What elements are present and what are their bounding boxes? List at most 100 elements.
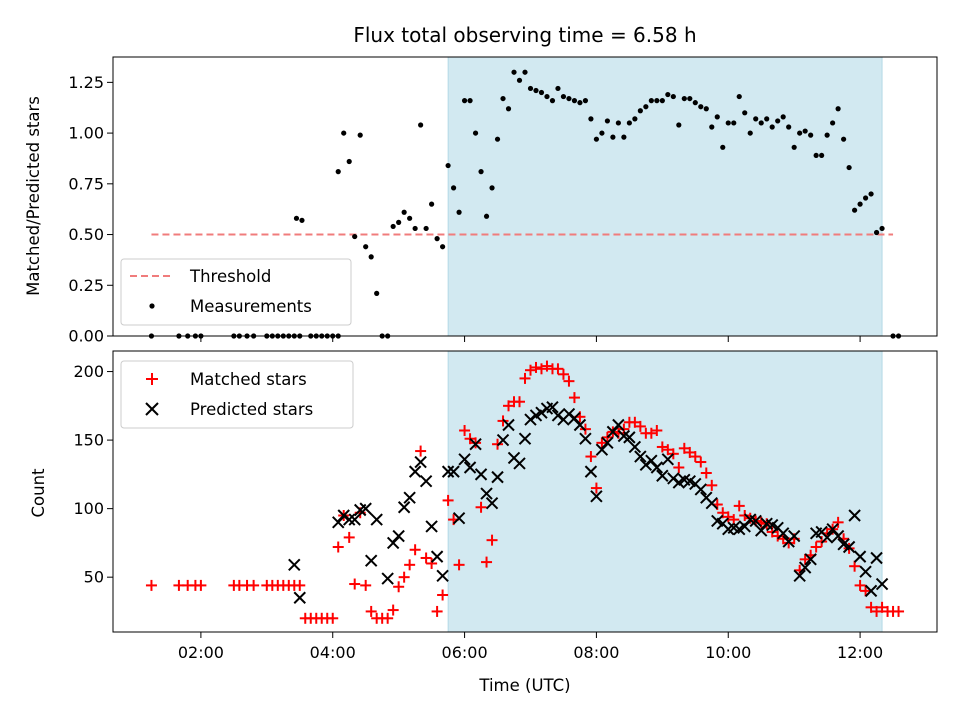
measurement-point xyxy=(368,254,374,260)
predicted-star-point xyxy=(694,483,707,496)
matched-star-point xyxy=(568,392,580,404)
measurement-point xyxy=(401,209,407,215)
matched-star-point xyxy=(475,501,487,513)
predicted-star-point xyxy=(359,502,372,515)
predicted-star-point xyxy=(875,577,889,591)
matched-star-point xyxy=(426,557,438,569)
matched-star-point xyxy=(552,363,564,375)
predicted-star-point xyxy=(804,553,817,566)
measurement-point xyxy=(544,93,550,100)
measurement-point xyxy=(681,95,687,102)
measurement-point xyxy=(643,104,649,110)
measurement-point xyxy=(692,100,698,106)
matched-star-point xyxy=(481,556,493,568)
bottom-y-axis-label: Count xyxy=(29,468,48,518)
measurement-point xyxy=(621,134,627,140)
predicted-star-point xyxy=(474,468,488,481)
matched-star-point xyxy=(486,534,498,546)
predicted-star-point xyxy=(820,531,834,544)
x-tick-label: 08:00 xyxy=(573,643,619,662)
bottom-shaded-region xyxy=(447,350,883,633)
matched-star-point xyxy=(519,372,531,384)
y-tick-label: 0.25 xyxy=(68,276,104,295)
matched-star-point xyxy=(585,451,597,463)
predicted-star-point xyxy=(749,514,762,528)
measurement-point xyxy=(423,225,429,232)
measurement-point xyxy=(450,185,457,191)
matched-star-point xyxy=(453,559,465,571)
matched-star-point xyxy=(860,585,872,597)
measurement-point xyxy=(461,98,468,104)
measurement-point xyxy=(588,116,594,122)
predicted-star-point xyxy=(650,461,664,474)
measurement-point xyxy=(758,120,764,126)
measurement-point xyxy=(615,120,621,126)
measurement-point xyxy=(879,225,885,232)
measurement-point xyxy=(703,106,709,112)
predicted-star-point xyxy=(513,457,526,470)
matched-star-point xyxy=(832,516,844,528)
predicted-star-point xyxy=(381,572,394,585)
predicted-star-point xyxy=(502,418,515,432)
measurement-point xyxy=(440,244,446,250)
y-tick-label: 0.00 xyxy=(68,327,104,346)
matched-star-point xyxy=(343,531,355,543)
matched-star-point xyxy=(382,612,394,624)
measurement-point xyxy=(725,120,731,126)
measurement-point xyxy=(429,201,435,207)
measurement-point xyxy=(775,118,781,124)
chart-title: Flux total observing time = 6.58 h xyxy=(353,23,696,47)
predicted-star-point xyxy=(623,431,636,444)
y-tick-label: 1.00 xyxy=(68,124,104,143)
bottom-x-ticks: 02:00 04:00 06:00 08:00 10:00 12:00 xyxy=(178,632,883,662)
measurement-point xyxy=(857,201,863,207)
matched-star-point xyxy=(327,612,339,624)
measurement-point xyxy=(819,152,825,159)
predicted-star-point xyxy=(864,584,878,598)
x-tick-label: 12:00 xyxy=(837,643,883,662)
measurement-point xyxy=(841,136,847,142)
predicted-star-point xyxy=(414,455,427,469)
measurement-point xyxy=(566,95,572,102)
predicted-star-point xyxy=(584,465,598,478)
measurement-point xyxy=(456,209,462,215)
measurement-point xyxy=(665,91,671,98)
predicted-star-point xyxy=(436,569,449,583)
x-tick-label: 10:00 xyxy=(705,643,751,662)
predicted-star-point xyxy=(870,551,883,565)
predicted-star-point xyxy=(573,418,587,432)
matched-star-point xyxy=(689,451,701,463)
measurement-point xyxy=(505,106,512,112)
predicted-star-point xyxy=(831,529,845,543)
measurement-point xyxy=(753,116,759,122)
measurement-point xyxy=(396,219,402,225)
y-tick-label: 200 xyxy=(73,362,104,381)
measurement-point xyxy=(852,207,858,213)
predicted-star-point xyxy=(496,433,510,447)
predicted-star-point xyxy=(408,465,422,478)
predicted-star-point xyxy=(612,418,625,432)
measurement-point xyxy=(670,93,676,100)
matched-star-point xyxy=(530,361,542,373)
top-y-ticks: 0.00 0.25 0.50 0.75 1.00 1.25 xyxy=(68,73,113,346)
predicted-star-point xyxy=(447,465,460,478)
measurement-point xyxy=(489,185,495,191)
top-shaded-region xyxy=(447,56,883,337)
predicted-star-point xyxy=(343,513,356,526)
predicted-star-point xyxy=(364,554,378,567)
measurement-point xyxy=(676,122,682,128)
predicted-star-point xyxy=(787,529,801,543)
matched-star-point xyxy=(332,541,344,553)
matched-star-point xyxy=(459,425,471,437)
predicted-star-point xyxy=(397,501,411,514)
predicted-star-point xyxy=(590,490,603,503)
measurement-point xyxy=(830,120,836,126)
matched-star-point xyxy=(437,589,449,601)
matched-star-point xyxy=(673,462,685,474)
measurement-point xyxy=(577,100,583,106)
x-axis-label: Time (UTC) xyxy=(478,676,570,695)
measurement-point xyxy=(846,164,852,171)
measurement-point xyxy=(483,213,490,219)
measurement-point xyxy=(868,191,874,197)
